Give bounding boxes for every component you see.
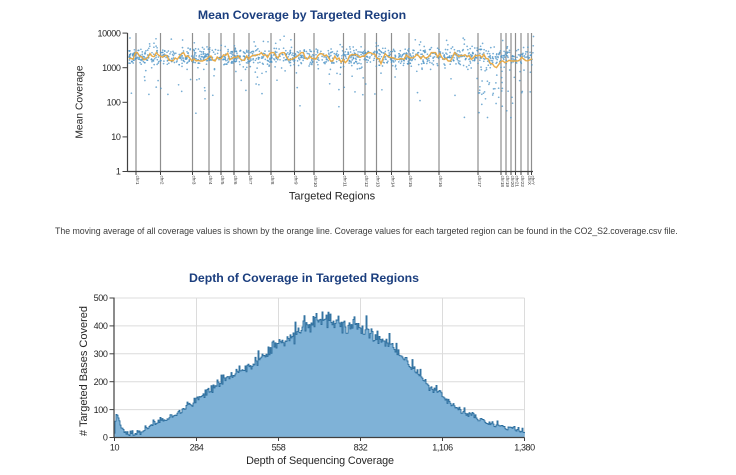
svg-text:chr1: chr1 [135,176,140,185]
svg-text:10000: 10000 [97,28,120,38]
svg-text:chr8: chr8 [270,176,275,185]
svg-text:chr3: chr3 [192,176,197,185]
svg-text:10: 10 [111,132,121,142]
svg-text:chr7: chr7 [248,176,253,185]
svg-text:chr17: chr17 [477,176,482,188]
svg-text:Depth of Sequencing Coverage: Depth of Sequencing Coverage [246,455,394,467]
svg-text:chr19: chr19 [505,176,510,188]
svg-text:chr13: chr13 [376,176,381,188]
svg-text:0: 0 [103,433,108,443]
svg-text:chr15: chr15 [408,176,413,188]
svg-text:284: 284 [190,442,204,452]
svg-text:chr12: chr12 [364,176,369,188]
svg-text:Mean Coverage by Targeted Regi: Mean Coverage by Targeted Region [198,8,406,22]
svg-text:chr5: chr5 [220,176,225,185]
svg-text:chr21: chr21 [515,176,520,188]
svg-text:Mean Coverage: Mean Coverage [75,65,86,139]
svg-text:Depth of Coverage in Targeted: Depth of Coverage in Targeted Regions [189,271,419,285]
svg-text:1,380: 1,380 [514,442,535,452]
svg-text:500: 500 [94,293,108,303]
svg-text:chrX: chrX [527,176,532,185]
svg-text:1000: 1000 [102,63,121,73]
svg-text:chr16: chr16 [438,176,443,188]
svg-text:200: 200 [94,377,108,387]
svg-text:chr20: chr20 [510,176,515,188]
svg-text:chr11: chr11 [343,176,348,188]
svg-text:chr9: chr9 [294,176,299,185]
svg-text:100: 100 [107,98,121,108]
svg-text:chr22: chr22 [520,176,525,188]
svg-text:chr10: chr10 [313,176,318,188]
svg-text:chr2: chr2 [160,176,165,185]
svg-text:chr18: chr18 [500,176,505,188]
svg-text:1: 1 [116,167,121,177]
svg-text:Targeted Regions: Targeted Regions [289,191,376,203]
svg-text:100: 100 [94,405,108,415]
svg-text:300: 300 [94,349,108,359]
svg-text:# Targeted Bases Covered: # Targeted Bases Covered [78,306,90,436]
svg-text:chr14: chr14 [391,176,396,188]
svg-text:chrY: chrY [531,176,536,185]
svg-text:The moving average of all cove: The moving average of all coverage value… [55,226,678,236]
svg-text:400: 400 [94,321,108,331]
svg-text:1,106: 1,106 [432,442,453,452]
svg-text:chr6: chr6 [233,176,238,185]
svg-text:832: 832 [354,442,368,452]
svg-text:558: 558 [272,442,286,452]
svg-text:10: 10 [110,442,120,452]
svg-text:chr4: chr4 [208,176,213,185]
